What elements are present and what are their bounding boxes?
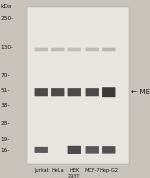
- FancyBboxPatch shape: [102, 48, 116, 51]
- FancyBboxPatch shape: [68, 88, 81, 96]
- FancyBboxPatch shape: [85, 48, 99, 51]
- Text: 130-: 130-: [1, 45, 14, 50]
- Text: 19-: 19-: [1, 137, 10, 142]
- Text: 51-: 51-: [1, 88, 10, 93]
- Text: Hep-G2: Hep-G2: [99, 168, 118, 173]
- Text: 250-: 250-: [1, 16, 14, 21]
- FancyBboxPatch shape: [51, 48, 64, 51]
- FancyBboxPatch shape: [85, 146, 99, 154]
- Text: 70-: 70-: [1, 73, 10, 78]
- Text: HEK
293T: HEK 293T: [68, 168, 81, 178]
- FancyBboxPatch shape: [35, 88, 48, 96]
- Text: ← METAP1: ← METAP1: [131, 89, 150, 95]
- Text: kDa: kDa: [1, 4, 12, 9]
- Text: HeLa: HeLa: [51, 168, 64, 173]
- FancyBboxPatch shape: [35, 48, 48, 51]
- Text: 28-: 28-: [1, 121, 10, 126]
- Bar: [27, 7, 129, 164]
- FancyBboxPatch shape: [102, 87, 116, 97]
- FancyBboxPatch shape: [68, 146, 81, 154]
- FancyBboxPatch shape: [68, 48, 81, 51]
- FancyBboxPatch shape: [51, 88, 64, 96]
- Text: Jurkat: Jurkat: [34, 168, 49, 173]
- Text: MCF-7: MCF-7: [84, 168, 100, 173]
- FancyBboxPatch shape: [102, 146, 116, 154]
- Text: 38-: 38-: [1, 103, 10, 108]
- Text: 16-: 16-: [1, 148, 10, 153]
- FancyBboxPatch shape: [35, 147, 48, 153]
- FancyBboxPatch shape: [85, 88, 99, 96]
